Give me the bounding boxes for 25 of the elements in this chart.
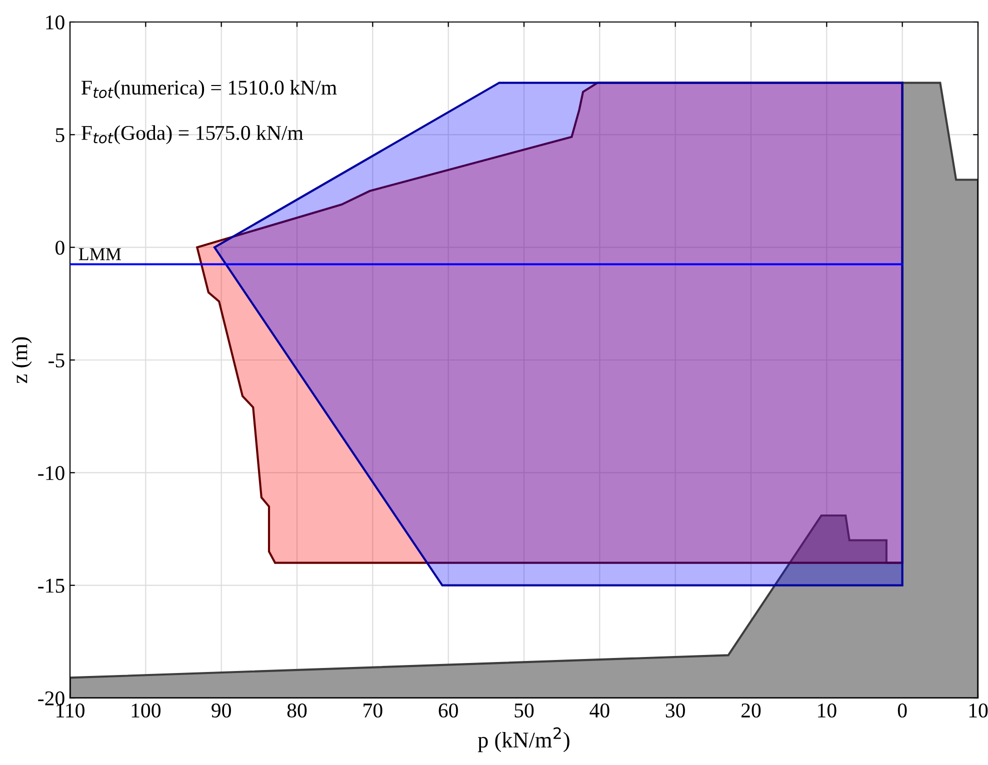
x-tick-label: 90	[212, 703, 231, 718]
x-axis-title: p (kN/m$^{2}$)	[478, 727, 570, 752]
x-tick-label: 0	[898, 703, 907, 718]
y-tick-label: -5	[48, 354, 64, 368]
x-tick-label: 10	[969, 703, 988, 718]
x-tick-label: 30	[666, 703, 685, 718]
annotation: F$_{tot}$(numerica) = 1510.0 kN/m	[81, 80, 337, 99]
y-tick-label: 10	[46, 15, 64, 30]
y-tick-label: -10	[38, 466, 64, 480]
y-axis-title: z (m)	[12, 337, 32, 384]
x-tick-label: 70	[364, 703, 382, 718]
x-tick-label: 20	[742, 703, 761, 718]
x-tick-label: 110	[56, 703, 84, 718]
y-tick-label: 0	[56, 240, 64, 255]
x-tick-label: 10	[818, 703, 836, 718]
x-tick-label: 40	[590, 703, 610, 718]
annotation: LMM	[78, 248, 121, 260]
x-tick-label: 100	[132, 703, 160, 718]
y-tick-label: 5	[56, 128, 64, 142]
x-tick-label: 80	[287, 703, 307, 718]
x-tick-label: 50	[514, 703, 534, 718]
x-tick-label: 60	[438, 703, 458, 718]
y-tick-label: -15	[38, 578, 64, 593]
y-tick-label: -20	[38, 691, 64, 706]
annotation: F$_{tot}$(Goda) = 1575.0 kN/m	[81, 125, 304, 144]
